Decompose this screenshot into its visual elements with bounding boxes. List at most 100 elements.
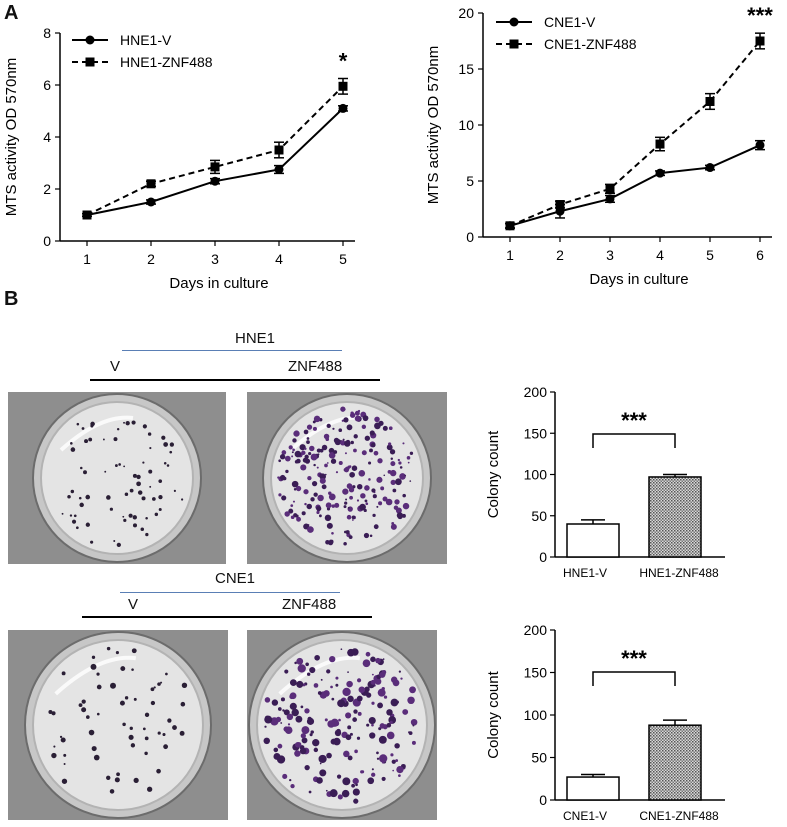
x-axis-label: Days in culture	[169, 275, 268, 292]
series-line-HNE1-ZNF488	[86, 85, 344, 216]
category-label: CNE1-V	[563, 809, 607, 823]
y-tick-label: 150	[524, 425, 548, 441]
cne1-znf488-plate-photo	[247, 630, 437, 820]
data-point	[655, 168, 665, 178]
hne1-v-plate-photo	[8, 392, 226, 564]
panel-b-label: B	[4, 288, 19, 310]
y-tick-label: 8	[43, 25, 51, 41]
data-point	[755, 36, 765, 46]
x-tick-label: 1	[83, 251, 91, 267]
bar-HNE1-V	[566, 523, 620, 558]
y-tick-label: 4	[43, 129, 51, 145]
data-point	[146, 179, 156, 189]
data-point	[705, 163, 715, 173]
x-tick-label: 5	[706, 247, 714, 263]
y-tick-label: 2	[43, 181, 51, 197]
significance-marker: ***	[621, 408, 647, 433]
cne1-blue-line	[120, 592, 340, 593]
x-tick-label: 2	[147, 251, 155, 267]
bar-CNE1-V	[566, 776, 620, 801]
y-tick-label: 15	[458, 61, 474, 77]
data-point	[605, 184, 615, 194]
x-tick-label: 5	[339, 251, 347, 267]
legend-label: HNE1-V	[120, 32, 172, 48]
data-point	[274, 165, 284, 174]
x-tick-label: 4	[275, 251, 283, 267]
significance-marker: ***	[747, 3, 773, 28]
y-tick-label: 0	[539, 549, 547, 565]
category-label: HNE1-ZNF488	[639, 566, 719, 580]
data-point	[210, 176, 220, 186]
cne1-znf488-label: ZNF488	[282, 596, 337, 613]
y-tick-label: 100	[524, 707, 548, 723]
bar-HNE1-ZNF488	[648, 476, 702, 558]
hne1-blue-line	[122, 350, 342, 351]
cne1-group-title: CNE1	[214, 570, 255, 587]
hne1-growth-chart: 0 2 4 6 8 1 2 3 4 5 Days in culture MTS activity OD…	[3, 25, 355, 292]
legend-marker	[85, 57, 95, 67]
data-point	[705, 96, 715, 106]
y-tick-label: 100	[524, 467, 548, 483]
cne1-v-plate-photo	[8, 630, 228, 820]
x-tick-label: 2	[556, 247, 564, 263]
legend-label: CNE1-V	[544, 14, 596, 30]
data-point	[146, 197, 156, 207]
legend-label: CNE1-ZNF488	[544, 36, 637, 52]
legend-label: HNE1-ZNF488	[120, 54, 213, 70]
data-point	[655, 139, 665, 149]
x-tick-label: 3	[606, 247, 614, 263]
panel-a-label: A	[4, 2, 19, 24]
legend-marker	[509, 39, 519, 49]
y-tick-label: 50	[531, 750, 547, 766]
significance-bracket	[592, 671, 676, 686]
legend-marker	[85, 35, 95, 45]
hne1-colony-bar-chart: 0 50 100 150 200 Colony count HNE1-V HNE1-ZNF48…	[485, 384, 725, 580]
hne1-znf488-label: ZNF488	[288, 358, 343, 375]
data-point	[555, 200, 565, 210]
data-point	[274, 145, 284, 155]
cne1-growth-chart: 0 5 10 15 20 1 2 3 4 5 6 Days in culture MTS activit…	[425, 3, 773, 288]
hne1-v-label: V	[110, 358, 121, 375]
hne1-znf488-plate-photo	[247, 392, 447, 564]
y-tick-label: 150	[524, 665, 548, 681]
y-tick-label: 0	[539, 792, 547, 808]
hne1-black-line	[90, 379, 380, 381]
data-point	[338, 103, 348, 113]
cne1-black-line	[82, 616, 372, 618]
y-axis-label: MTS activity OD 570nm	[425, 46, 442, 204]
y-tick-label: 200	[524, 384, 548, 400]
x-tick-label: 1	[506, 247, 514, 263]
data-point	[338, 81, 348, 91]
x-tick-label: 3	[211, 251, 219, 267]
y-tick-label: 0	[43, 233, 51, 249]
significance-bracket	[592, 433, 676, 448]
series-line-CNE1-V	[509, 144, 761, 227]
data-point	[605, 194, 615, 204]
data-point	[210, 162, 220, 172]
x-tick-label: 4	[656, 247, 664, 263]
bar-CNE1-ZNF488	[648, 724, 702, 801]
y-tick-label: 20	[458, 5, 474, 21]
significance-marker: ***	[621, 646, 647, 671]
y-axis-label: MTS activity OD 570nm	[3, 58, 20, 216]
y-tick-label: 10	[458, 117, 474, 133]
y-tick-label: 5	[466, 173, 474, 189]
y-axis-label: Colony count	[485, 430, 502, 518]
significance-marker: *	[339, 49, 348, 74]
x-axis-label: Days in culture	[589, 271, 688, 288]
cne1-colony-bar-chart: 0 50 100 150 200 Colony count CNE1-V CNE1-ZNF48…	[485, 622, 725, 823]
series-line-CNE1-ZNF488	[509, 40, 761, 227]
data-point	[82, 210, 92, 220]
data-point	[755, 140, 765, 150]
y-tick-label: 50	[531, 508, 547, 524]
y-axis-label: Colony count	[485, 670, 502, 758]
y-tick-label: 6	[43, 77, 51, 93]
data-point	[505, 221, 515, 231]
category-label: CNE1-ZNF488	[639, 809, 719, 823]
cne1-v-label: V	[128, 596, 139, 613]
category-label: HNE1-V	[563, 566, 607, 580]
hne1-group-title: HNE1	[234, 330, 275, 347]
y-tick-label: 0	[466, 229, 474, 245]
x-tick-label: 6	[756, 247, 764, 263]
y-tick-label: 200	[524, 622, 548, 638]
